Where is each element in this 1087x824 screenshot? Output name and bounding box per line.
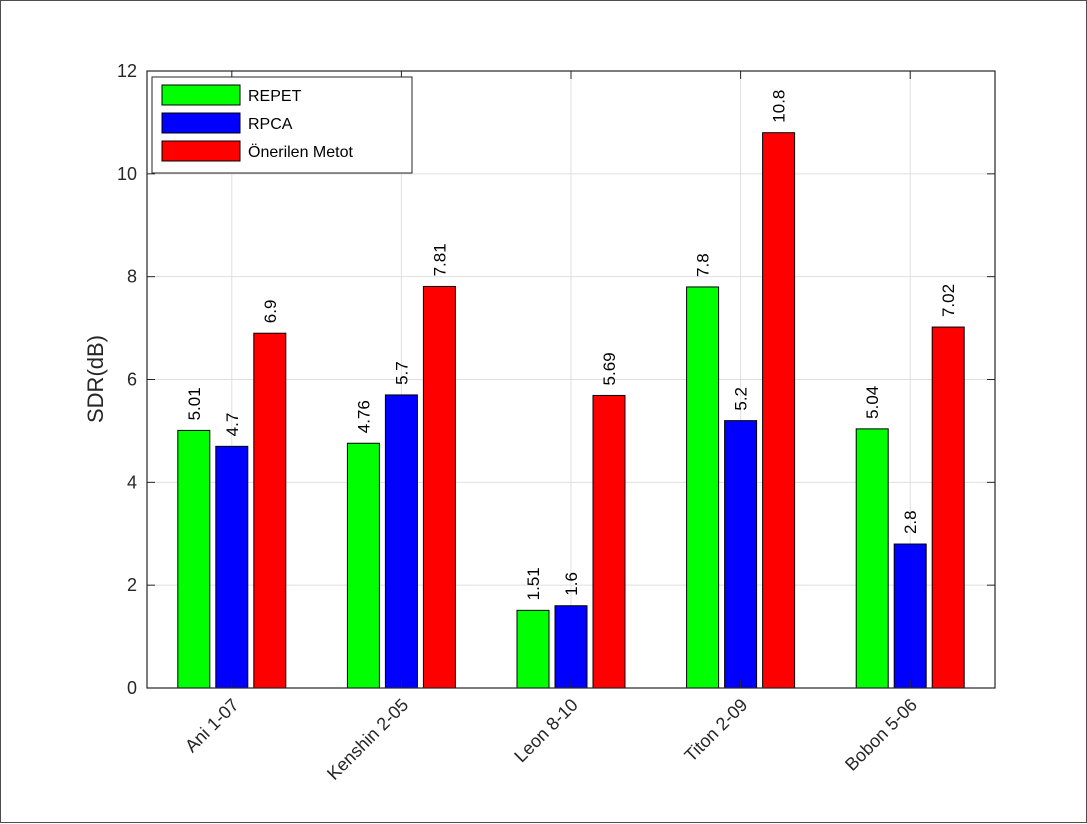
bar (384, 394, 418, 689)
y-tick-label: 2 (127, 575, 137, 595)
data-label: 1.6 (562, 572, 581, 596)
bar (177, 429, 211, 689)
bar (855, 428, 889, 689)
data-label: 6.9 (261, 300, 280, 324)
bar (592, 394, 626, 689)
y-tick-label: 10 (117, 164, 137, 184)
y-axis-label: SDR(dB) (83, 335, 108, 423)
y-tick-label: 0 (127, 678, 137, 698)
data-label: 7.81 (430, 243, 449, 276)
data-label: 5.01 (185, 387, 204, 420)
legend-label: REPET (248, 88, 302, 105)
y-tick-label: 6 (127, 370, 137, 390)
legend-swatch (161, 84, 241, 106)
data-label: 4.76 (354, 400, 373, 433)
bar (422, 285, 456, 689)
data-label: 7.02 (939, 284, 958, 317)
legend-swatch (161, 112, 241, 134)
bar (516, 609, 550, 689)
data-label: 5.69 (600, 352, 619, 385)
x-tick-label: Bobon 5-06 (841, 695, 921, 775)
bar (554, 605, 588, 689)
data-labels: 5.01 4.7 6.9 4.76 5.7 7.81 1.51 1.6 5.69 7.8 5.2 10… (185, 90, 958, 601)
data-label: 5.2 (732, 387, 751, 411)
legend: REPET RPCA Önerilen Metot (151, 76, 413, 174)
data-label: 5.04 (863, 386, 882, 419)
data-label: 10.8 (770, 90, 789, 123)
bar (686, 286, 720, 689)
data-label: 7.8 (694, 253, 713, 277)
y-tick-label: 4 (127, 472, 137, 492)
legend-swatch (161, 140, 241, 162)
data-label: 4.7 (223, 413, 242, 437)
bar (346, 442, 380, 689)
bar (762, 132, 796, 689)
data-label: 5.7 (392, 361, 411, 385)
y-axis-ticks: 0 2 4 6 8 10 12 (117, 61, 995, 698)
y-tick-label: 12 (117, 61, 137, 81)
y-tick-label: 8 (127, 267, 137, 287)
data-label: 1.51 (524, 567, 543, 600)
x-tick-label: Titon 2-09 (680, 695, 751, 766)
legend-label: RPCA (248, 116, 293, 133)
data-label: 2.8 (901, 510, 920, 534)
bars (177, 132, 965, 689)
x-tick-label: Ani 1-07 (181, 695, 243, 757)
bar (724, 420, 758, 689)
x-tick-label: Kenshin 2-05 (323, 695, 412, 784)
x-tick-label: Leon 8-10 (510, 695, 581, 766)
legend-label: Önerilen Metot (248, 143, 353, 161)
bar (893, 543, 927, 689)
bar (215, 445, 249, 689)
bar (931, 326, 965, 689)
bar (253, 332, 287, 689)
